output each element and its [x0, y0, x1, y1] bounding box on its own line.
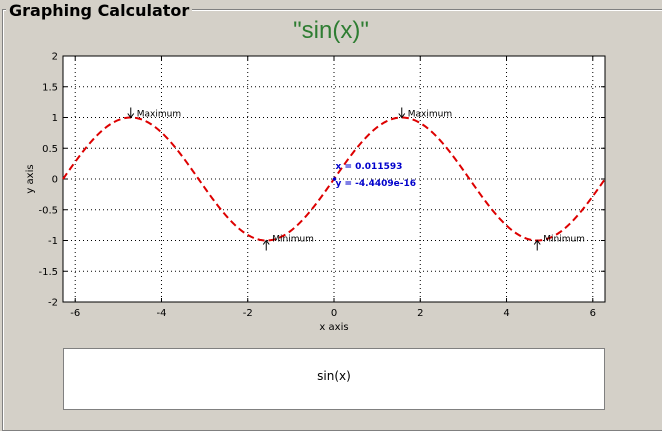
x-tick-label: 2	[417, 308, 423, 319]
x-tick-label: -2	[243, 308, 253, 319]
x-tick-label: 6	[590, 308, 596, 319]
y-tick-label: 0	[52, 175, 58, 186]
datatip-y-text: y = -4.4409e-16	[336, 179, 417, 189]
y-tick-label: 1	[52, 113, 58, 124]
minimum-label: Minimum	[272, 235, 314, 245]
y-tick-label: -1	[48, 236, 58, 247]
y-tick-label: -2	[48, 298, 58, 309]
plot-title: "sin(x)"	[293, 17, 369, 44]
x-tick-label: 4	[503, 308, 509, 319]
sine-plot[interactable]: -6 -4 -2 0 2 4 6 -2 -1.5 -1 -0.5 0 0.5 1 1.5 2 x axis y a…	[0, 0, 662, 400]
y-tick-label: 2	[52, 52, 58, 63]
minimum-arrowhead	[533, 239, 541, 245]
expression-text: sin(x)	[317, 369, 351, 383]
minimum-label: Minimum	[543, 235, 585, 245]
y-tick-label: 1.5	[42, 82, 58, 93]
datatip-marker	[332, 177, 337, 181]
y-axis-label: y axis	[25, 164, 36, 193]
y-tick-label: -0.5	[38, 205, 58, 216]
y-tick-label: -1.5	[38, 267, 58, 278]
maximum-arrowhead	[398, 113, 406, 119]
maximum-arrowhead	[127, 113, 135, 119]
y-tick-label: 0.5	[42, 144, 58, 155]
x-tick-label: 0	[331, 308, 337, 319]
datatip-x-text: x = 0.011593	[336, 162, 403, 172]
expression-display[interactable]: sin(x)	[63, 348, 605, 410]
x-tick-label: -4	[156, 308, 166, 319]
maximum-label: Maximum	[137, 110, 181, 120]
maximum-label: Maximum	[408, 110, 452, 120]
minimum-arrowhead	[262, 239, 270, 245]
panel-title: Graphing Calculator	[6, 0, 193, 22]
x-axis-label: x axis	[319, 322, 348, 333]
x-tick-label: -6	[70, 308, 80, 319]
